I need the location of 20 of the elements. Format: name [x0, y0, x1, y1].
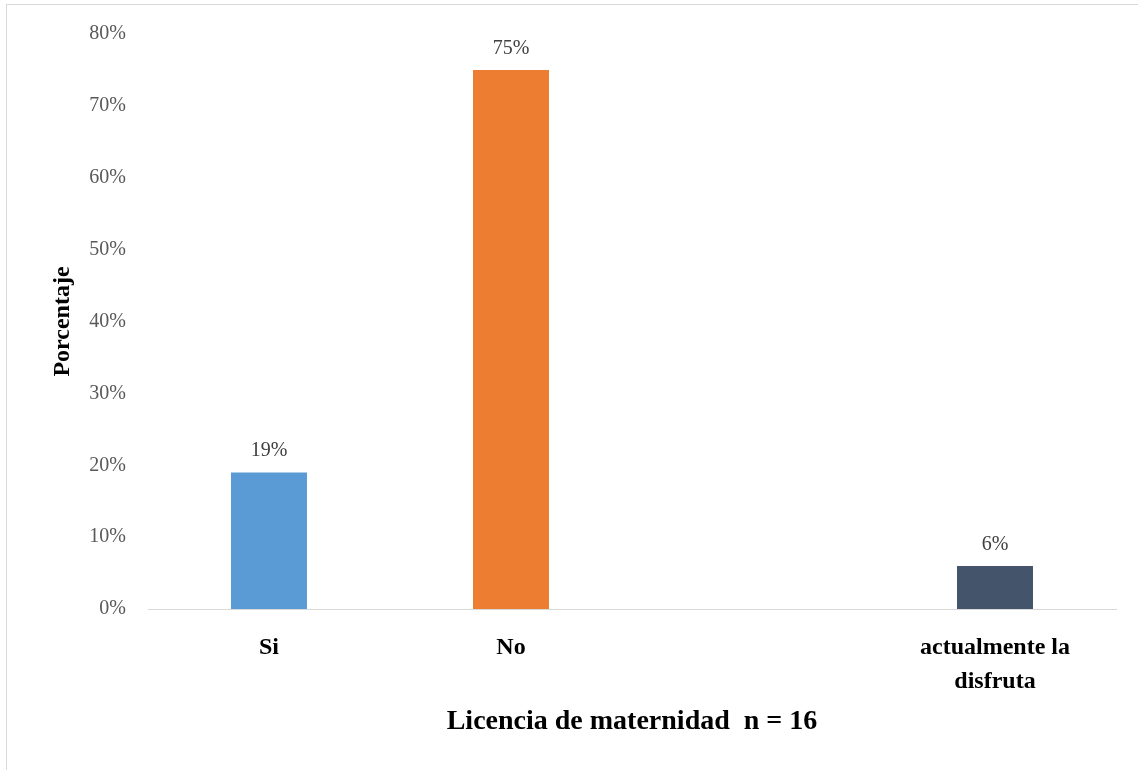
y-tick-label: 50% [89, 236, 126, 259]
bar [473, 69, 549, 609]
y-tick-label: 10% [89, 524, 126, 547]
y-axis-title: Porcentaje [47, 266, 74, 377]
bar [957, 565, 1033, 609]
x-tick-label: actualmente la disfruta [920, 633, 1070, 693]
y-tick-label: 80% [89, 21, 126, 44]
y-tick-label: 70% [89, 93, 126, 116]
y-tick-label: 40% [89, 308, 126, 331]
x-tick-label: No [496, 633, 526, 659]
data-label: 6% [981, 531, 1009, 554]
y-tick-label: 20% [89, 452, 126, 475]
y-tick-label: 60% [89, 165, 126, 187]
data-label: 75% [492, 35, 530, 58]
bar [231, 472, 307, 609]
data-label: 19% [250, 438, 288, 461]
y-tick-label: 30% [89, 380, 126, 403]
y-tick-label: 0% [99, 596, 126, 619]
x-axis-title: Licencia de maternidad n = 16 [446, 704, 818, 736]
x-tick-label: Si [258, 633, 280, 659]
